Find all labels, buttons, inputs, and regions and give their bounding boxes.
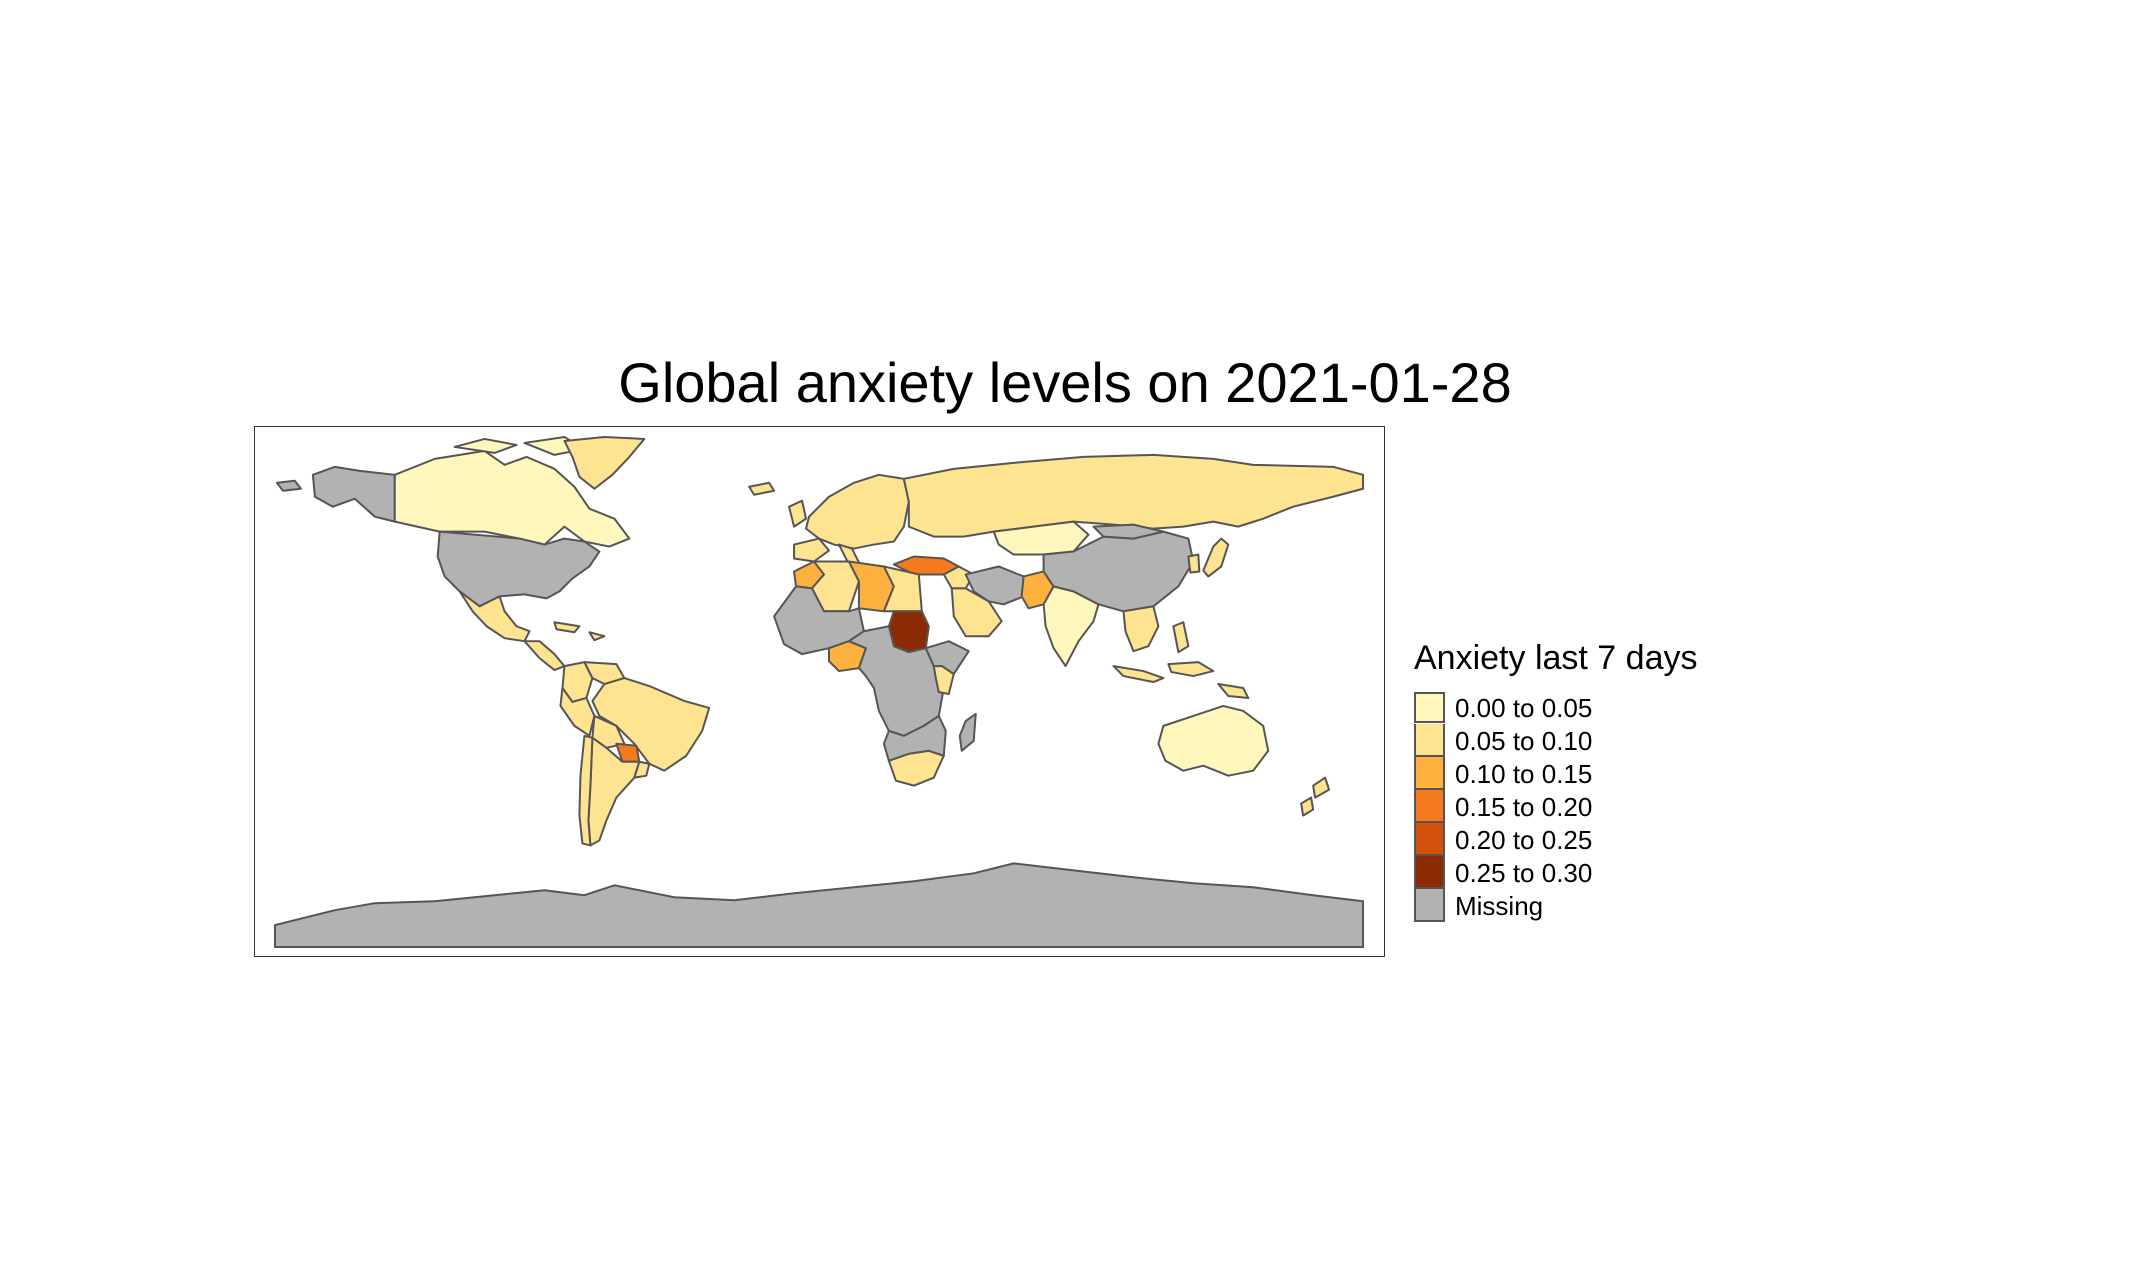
legend-swatch [1414,757,1445,790]
region-peru [559,687,596,737]
legend-label: 0.20 to 0.25 [1455,824,1593,855]
region-philippines [1172,621,1190,654]
legend-swatch [1414,692,1445,723]
legend-swatch [1414,856,1445,889]
region-alaska-tip [275,479,302,492]
legend-title: Anxiety last 7 days [1414,639,1698,677]
region-kenya [932,665,955,695]
region-chile [578,734,594,847]
region-saudi-arabia [950,587,1003,638]
region-antarctica [273,862,1365,949]
legend-items: 0.00 to 0.05 0.05 to 0.10 0.10 to 0.15 0… [1414,691,1774,922]
region-alaska [311,465,396,523]
legend-swatch [1414,823,1445,856]
world-map [273,435,1365,949]
legend-label: 0.00 to 0.05 [1455,692,1593,723]
region-japan [1202,537,1230,578]
region-central-america [523,640,566,672]
legend-swatch [1414,790,1445,823]
region-russia [902,453,1365,538]
legend-label: 0.15 to 0.20 [1455,791,1593,822]
legend-label: 0.05 to 0.10 [1455,725,1593,756]
region-bolivia [591,714,626,749]
region-mexico [458,590,531,643]
region-caribbean [553,621,606,642]
region-mongolia [1092,523,1165,540]
legend-swatch [1414,889,1445,922]
legend-item: Missing [1414,889,1774,922]
legend-swatch [1414,724,1445,757]
region-canada [393,449,631,548]
region-korea [1187,553,1201,574]
legend-item: 0.00 to 0.05 [1414,691,1774,724]
legend-item: 0.05 to 0.10 [1414,724,1774,757]
region-iran [964,565,1025,606]
region-southern-africa [882,714,947,762]
region-iberia [793,537,830,563]
region-west-africa [773,585,865,656]
legend-item: 0.10 to 0.15 [1414,757,1774,790]
region-uruguay [633,760,651,779]
legend-label: Missing [1455,890,1544,921]
region-new-zealand [1300,776,1331,817]
map-legend: Anxiety last 7 days 0.00 to 0.05 0.05 to… [1414,637,1774,922]
map-panel [254,426,1385,957]
map-title: Global anxiety levels on 2021-01-28 [618,351,1512,414]
legend-item: 0.15 to 0.20 [1414,790,1774,823]
legend-item: 0.25 to 0.30 [1414,856,1774,889]
region-uk [788,499,808,528]
region-madagascar [958,712,977,752]
region-australia [1157,704,1270,777]
region-southeast-asia [1122,605,1160,653]
legend-item: 0.20 to 0.25 [1414,823,1774,856]
region-europe [805,473,910,550]
region-greenland [563,435,646,490]
region-brazil [591,677,711,772]
region-indonesia [1112,661,1250,699]
legend-label: 0.10 to 0.15 [1455,758,1593,789]
legend-label: 0.25 to 0.30 [1455,857,1593,888]
region-united-states [436,530,601,608]
region-iceland [748,481,776,496]
